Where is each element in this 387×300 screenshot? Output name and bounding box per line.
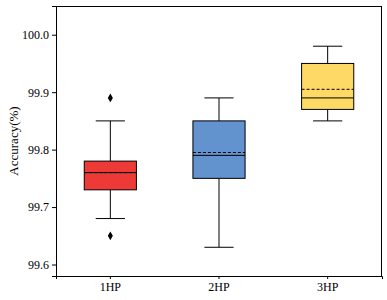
- whisker-upper: [327, 46, 328, 63]
- x-axis: 1HP 2HP 3HP: [57, 276, 383, 294]
- y-tick-label: 99.8: [28, 143, 49, 157]
- y-tick-mark: [52, 150, 56, 151]
- y-tick-label: 99.6: [28, 258, 49, 272]
- box-group: [193, 98, 245, 247]
- y-tick-mark: [52, 265, 56, 266]
- outlier: [108, 231, 113, 240]
- whisker-cap-min: [313, 120, 342, 121]
- x-tick-label: 3HP: [317, 280, 339, 294]
- x-tick: 3HP: [317, 276, 339, 294]
- x-tick-label: 2HP: [208, 280, 230, 294]
- whisker-cap-min: [96, 218, 125, 219]
- y-tick: 100.0: [22, 28, 56, 42]
- x-tick: 1HP: [100, 276, 122, 294]
- median-line: [302, 97, 354, 98]
- box-group: [84, 94, 136, 241]
- x-tick-label: 1HP: [100, 280, 122, 294]
- y-axis-line: [52, 7, 57, 277]
- plot-area: 99.6 99.7 99.8 99.9 100.0 1HP 2HP 3HP: [22, 6, 383, 294]
- median-line: [193, 155, 245, 156]
- mean-line: [84, 172, 136, 173]
- x-tick: 2HP: [208, 276, 230, 294]
- y-tick: 99.8: [28, 143, 56, 157]
- whisker-cap-max: [96, 120, 125, 121]
- chart: 99.6 99.7 99.8 99.9 100.0 1HP 2HP 3HP Accuracy(%…: [0, 0, 387, 300]
- box-group: [302, 46, 354, 121]
- y-tick: 99.9: [28, 86, 56, 100]
- box: [193, 121, 245, 178]
- y-tick-label: 99.9: [28, 86, 49, 100]
- frame-top: [56, 6, 382, 7]
- y-tick-mark: [52, 35, 56, 36]
- whisker-cap-max: [204, 97, 233, 98]
- boxes: [84, 46, 353, 247]
- box: [84, 161, 136, 190]
- frame-right: [381, 6, 382, 276]
- box: [302, 63, 354, 109]
- whisker-cap-max: [313, 46, 342, 47]
- whisker-cap-min: [204, 247, 233, 248]
- y-tick-mark: [52, 207, 56, 208]
- whisker-lower: [219, 178, 220, 247]
- mean-line: [302, 89, 354, 90]
- y-tick: 99.6: [28, 258, 56, 272]
- mean-line: [193, 152, 245, 153]
- y-axis-title: Accuracy(%): [6, 106, 21, 175]
- outlier: [108, 94, 113, 103]
- y-tick-label: 100.0: [22, 28, 49, 42]
- whisker-upper: [110, 121, 111, 161]
- y-tick-mark: [52, 92, 56, 93]
- y-axis: 99.6 99.7 99.8 99.9 100.0: [22, 7, 57, 277]
- whisker-upper: [219, 98, 220, 121]
- y-tick-label: 99.7: [28, 200, 49, 214]
- y-tick: 99.7: [28, 200, 56, 214]
- whisker-lower: [110, 190, 111, 219]
- median-line: [84, 172, 136, 173]
- whisker-lower: [327, 109, 328, 120]
